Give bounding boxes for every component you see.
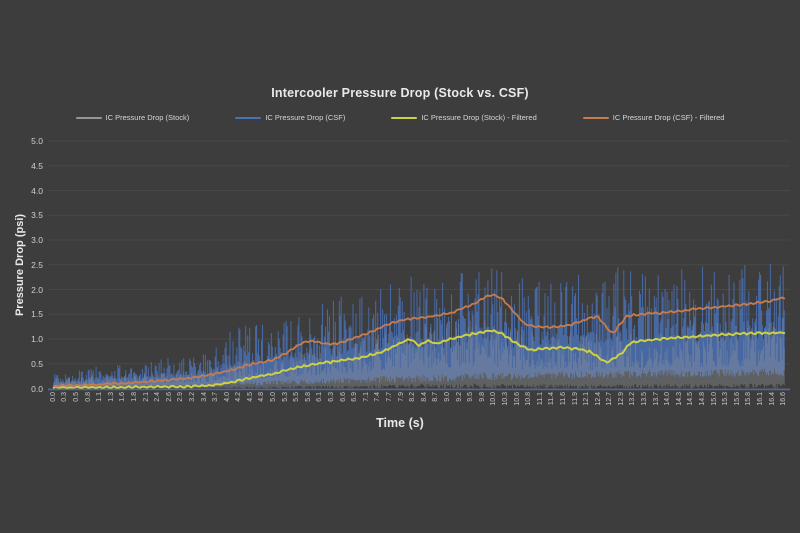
x-tick-label: 4.5	[246, 392, 254, 402]
x-tick-label: 3.2	[188, 392, 196, 402]
x-tick-label: 0.0	[49, 392, 57, 402]
x-tick-label: 7.4	[374, 392, 382, 402]
x-tick-label: 2.9	[177, 392, 185, 402]
x-tick-label: 2.4	[154, 392, 162, 402]
x-tick-label: 5.3	[281, 392, 289, 402]
x-tick-label: 9.8	[478, 392, 486, 402]
legend-line-swatch-stock-filtered	[391, 116, 418, 119]
x-tick-label: 13.2	[629, 392, 637, 406]
legend-label-csf: IC Pressure Drop (CSF)	[265, 113, 346, 122]
series-ic-pressure-drop-csf	[53, 263, 785, 388]
x-tick-label: 3.7	[212, 392, 220, 402]
x-tick-label: 6.6	[339, 392, 347, 402]
y-tick-label: 2.5	[31, 259, 43, 270]
y-tick-label: 3.5	[31, 210, 43, 221]
x-tick-label: 7.1	[362, 392, 370, 402]
x-tick-label: 12.1	[583, 392, 591, 406]
x-tick-label: 9.0	[443, 392, 451, 402]
legend-line-swatch-csf-filtered	[582, 116, 609, 119]
x-tick-label: 9.5	[467, 392, 475, 402]
y-tick-label: 1.0	[31, 334, 43, 344]
legend-label-csf-filtered: IC Pressure Drop (CSF) - Filtered	[612, 113, 725, 122]
x-tick-label: 15.6	[733, 392, 741, 406]
x-tick-label: 15.0	[710, 392, 718, 406]
y-tick-label: 1.5	[31, 309, 43, 320]
legend-line-swatch-stock	[75, 116, 102, 119]
x-tick-label: 13.5	[641, 392, 649, 406]
x-tick-label: 15.3	[722, 392, 730, 406]
series-ic-pressure-drop-stock-filtered	[52, 329, 786, 390]
x-tick-label: 5.5	[293, 392, 301, 402]
x-tick-label: 3.4	[200, 392, 208, 402]
y-tick-label: 3.0	[31, 235, 43, 245]
legend-item-stock-filtered: IC Pressure Drop (Stock) - Filtered	[391, 113, 537, 122]
x-tick-label: 12.9	[617, 392, 625, 406]
x-tick-label: 14.8	[699, 392, 707, 406]
x-tick-label: 13.7	[652, 392, 660, 406]
y-tick-label: 0.5	[31, 358, 43, 369]
x-tick-label: 16.4	[768, 392, 776, 406]
x-tick-label: 11.6	[559, 392, 567, 406]
x-tick-label: 2.6	[165, 392, 173, 402]
y-tick-label: 4.0	[31, 185, 43, 196]
x-tick-label: 8.7	[432, 392, 440, 402]
x-tick-label: 10.0	[490, 392, 498, 406]
legend-item-csf: IC Pressure Drop (CSF)	[235, 113, 345, 122]
series-ic-pressure-drop-stock	[53, 318, 785, 389]
chart-title: Intercooler Pressure Drop (Stock vs. CSF…	[271, 86, 529, 100]
series-ic-pressure-drop-csf-filtered	[52, 293, 786, 388]
y-tick-label: 0.0	[31, 383, 43, 394]
x-tick-label: 1.6	[119, 392, 127, 402]
x-tick-label: 5.8	[304, 392, 312, 402]
x-tick-label: 14.0	[664, 392, 672, 406]
x-tick-label: 14.3	[675, 392, 683, 406]
y-tick-label: 5.0	[31, 136, 43, 146]
x-tick-label: 7.7	[386, 392, 394, 402]
x-tick-label: 7.9	[397, 392, 405, 402]
x-tick-label: 6.9	[351, 392, 359, 402]
x-tick-label: 9.2	[455, 392, 463, 402]
legend-label-stock-filtered: IC Pressure Drop (Stock) - Filtered	[421, 113, 537, 122]
x-tick-label: 4.8	[258, 392, 266, 402]
x-tick-label: 12.7	[606, 392, 614, 406]
x-tick-label: 0.3	[61, 392, 69, 402]
x-tick-label: 1.1	[96, 392, 104, 402]
x-tick-label: 10.3	[501, 392, 509, 406]
x-tick-label: 12.4	[594, 392, 602, 406]
x-tick-label: 11.1	[536, 392, 544, 406]
x-tick-label: 0.8	[84, 392, 92, 402]
legend-item-stock: IC Pressure Drop (Stock)	[75, 113, 190, 122]
x-tick-label: 10.6	[513, 392, 521, 406]
x-tick-label: 8.2	[409, 392, 417, 402]
x-tick-label: 14.5	[687, 392, 695, 406]
x-tick-label: 4.0	[223, 392, 231, 402]
x-tick-label: 6.3	[328, 392, 336, 402]
legend: IC Pressure Drop (Stock) IC Pressure Dro…	[0, 113, 800, 122]
legend-item-csf-filtered: IC Pressure Drop (CSF) - Filtered	[582, 113, 725, 122]
x-tick-label: 4.2	[235, 392, 243, 402]
y-tick-label: 2.0	[31, 284, 43, 295]
x-tick-label: 1.3	[107, 392, 115, 402]
x-axis-title: Time (s)	[376, 416, 424, 430]
x-tick-label: 11.4	[548, 392, 556, 406]
x-tick-label: 2.1	[142, 392, 150, 402]
x-tick-label: 16.1	[757, 392, 765, 406]
x-tick-label: 11.9	[571, 392, 579, 406]
x-tick-label: 5.0	[270, 392, 278, 402]
x-tick-label: 0.5	[72, 392, 80, 402]
y-tick-label: 4.5	[31, 160, 43, 171]
x-tick-label: 8.4	[420, 392, 428, 402]
x-tick-label: 1.8	[130, 392, 138, 402]
x-tick-label: 10.8	[525, 392, 533, 406]
x-tick-label: 6.1	[316, 392, 324, 402]
x-tick-label: 16.6	[780, 392, 788, 406]
x-tick-label: 15.8	[745, 392, 753, 406]
legend-line-swatch-csf	[235, 116, 262, 119]
legend-label-stock: IC Pressure Drop (Stock)	[105, 113, 190, 122]
